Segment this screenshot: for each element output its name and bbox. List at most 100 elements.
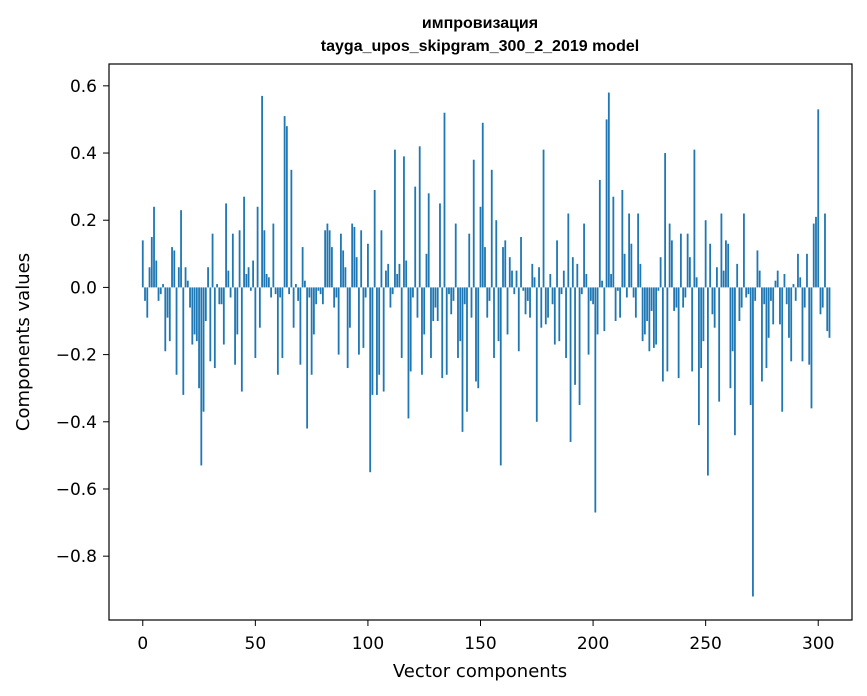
bar [785, 287, 788, 305]
bar [412, 287, 414, 298]
bar [382, 287, 385, 392]
bar [515, 270, 518, 288]
bar [358, 287, 360, 355]
bar [353, 226, 356, 288]
bar [666, 287, 669, 372]
bar [540, 287, 543, 328]
bar [549, 273, 552, 288]
bar [403, 156, 405, 288]
bar [524, 287, 527, 315]
bar [589, 287, 592, 301]
bar [279, 287, 282, 298]
bar [808, 287, 811, 365]
bar [159, 287, 162, 295]
bar [619, 287, 621, 318]
bar [504, 240, 507, 288]
x-tick-label: 50 [245, 634, 267, 654]
bar [385, 270, 387, 288]
bar [585, 273, 588, 288]
bar [506, 287, 509, 335]
bar [783, 273, 786, 288]
bar [445, 287, 448, 375]
bar [227, 270, 230, 288]
bar [592, 287, 594, 305]
bar [792, 284, 795, 288]
y-tick-label: 0.2 [70, 211, 97, 231]
bar [299, 287, 302, 365]
bar [763, 287, 766, 305]
bar [229, 287, 232, 298]
bar [267, 277, 270, 288]
bar [641, 287, 644, 342]
bar [815, 216, 817, 288]
bar [607, 92, 610, 288]
bar [560, 287, 563, 295]
bar [166, 287, 169, 318]
y-tick-label: 0.0 [70, 278, 97, 298]
bar [200, 287, 203, 466]
bar [177, 267, 180, 288]
bar [580, 287, 583, 295]
bar [693, 149, 696, 288]
bar [801, 287, 804, 362]
bar [691, 287, 694, 372]
y-tick-label: −0.4 [56, 413, 97, 433]
bar [495, 220, 498, 288]
bar [774, 280, 777, 288]
bar [526, 287, 529, 301]
bar [547, 287, 549, 318]
bar [157, 287, 160, 301]
bar [184, 267, 187, 288]
bar [290, 169, 293, 288]
bar [752, 287, 754, 597]
bar [632, 287, 635, 298]
bar [380, 230, 383, 288]
bar [490, 169, 493, 288]
bar [761, 287, 763, 382]
x-tick-label: 250 [689, 634, 721, 654]
y-tick-label: 0.6 [70, 77, 97, 97]
bar [225, 203, 227, 288]
bar [655, 287, 658, 345]
bar [828, 287, 831, 338]
bar [294, 284, 297, 288]
bar [603, 287, 606, 332]
bar [745, 287, 748, 298]
bar [657, 287, 660, 291]
bar [553, 287, 556, 345]
bar [387, 263, 390, 288]
bar [236, 287, 239, 335]
bar [303, 280, 306, 288]
bar [466, 287, 468, 412]
bar [727, 243, 730, 288]
bar [297, 287, 300, 301]
bar [182, 287, 185, 395]
bar [351, 223, 354, 288]
bar [806, 253, 808, 288]
bar [398, 263, 401, 288]
bar [776, 270, 779, 288]
bar [407, 287, 410, 419]
bar [731, 287, 734, 352]
bar [819, 287, 822, 315]
bar [283, 116, 286, 288]
bar [317, 287, 320, 291]
bar [499, 287, 502, 466]
bar [749, 287, 752, 405]
bar [567, 213, 570, 288]
bar [218, 287, 221, 305]
bar [245, 273, 248, 288]
bar [450, 287, 453, 315]
bar [301, 247, 304, 288]
y-tick-label: −0.8 [56, 547, 97, 567]
bar [423, 287, 426, 335]
bar [213, 287, 216, 369]
bar [459, 287, 462, 342]
bar [207, 267, 209, 288]
bar [650, 287, 653, 311]
bar [421, 287, 423, 375]
bar [652, 287, 655, 348]
bar [310, 287, 313, 375]
bar [544, 287, 547, 325]
